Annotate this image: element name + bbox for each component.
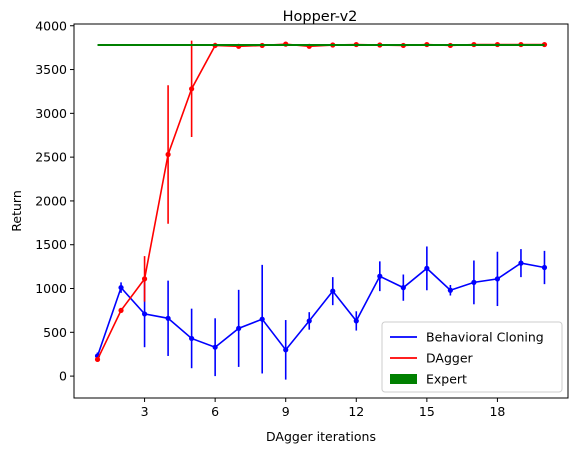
y-axis-label: Return: [9, 190, 24, 231]
x-tick-label: 15: [419, 404, 435, 419]
data-point: [330, 288, 336, 294]
x-tick-label: 9: [282, 404, 290, 419]
y-tick-label: 4000: [35, 18, 67, 33]
data-point: [541, 264, 548, 271]
data-point: [471, 279, 477, 285]
x-axis: 3 6 9 12 15 18: [141, 398, 505, 419]
data-point: [94, 356, 101, 363]
legend-box: [381, 321, 563, 393]
data-point: [306, 318, 312, 324]
chart-title: Hopper-v2: [283, 9, 358, 25]
plot-frame: [73, 23, 569, 399]
data-point: [189, 86, 195, 92]
x-axis-label: DAgger iterations: [266, 429, 376, 444]
data-point: [189, 335, 195, 342]
data-point: [141, 276, 148, 282]
data-point: [283, 347, 289, 353]
data-point: [212, 344, 218, 350]
data-point: [353, 318, 359, 324]
data-point: [377, 273, 383, 279]
data-point: [118, 285, 124, 291]
legend-swatch-patch: [390, 374, 417, 384]
plot-area: [94, 40, 548, 380]
y-tick-label: 500: [43, 325, 67, 340]
data-point: [518, 260, 524, 266]
data-point: [165, 315, 171, 321]
y-axis: 0 500 1000 1500 2000 2500 3000 3500 4000: [35, 18, 74, 384]
data-point: [141, 311, 148, 317]
x-tick-label: 3: [141, 404, 149, 419]
legend-label: Expert: [426, 372, 467, 387]
y-tick-label: 2000: [35, 193, 67, 208]
data-point: [118, 307, 124, 314]
series-line: [96, 43, 545, 360]
series-line: [96, 262, 545, 357]
y-tick-label: 0: [59, 369, 67, 384]
data-point: [400, 285, 406, 291]
data-point: [165, 151, 171, 158]
x-tick-label: 18: [489, 404, 505, 419]
data-point: [236, 325, 242, 331]
y-tick-label: 1000: [35, 281, 67, 296]
x-tick-label: 12: [348, 404, 364, 419]
data-point: [424, 265, 430, 271]
y-tick-label: 3500: [35, 62, 67, 77]
data-point: [259, 316, 265, 322]
legend-label: Behavioral Cloning: [426, 330, 544, 345]
series-dagger: [94, 40, 548, 363]
data-point: [447, 287, 453, 293]
y-tick-label: 2500: [35, 150, 67, 165]
legend: Behavioral Cloning DAgger Expert: [381, 321, 563, 393]
x-tick-label: 6: [211, 404, 219, 419]
series-behavioral-cloning: [94, 246, 548, 380]
y-tick-label: 3000: [35, 106, 67, 121]
y-tick-label: 1500: [35, 237, 67, 252]
legend-label: DAgger: [426, 351, 474, 366]
data-point: [494, 276, 501, 282]
